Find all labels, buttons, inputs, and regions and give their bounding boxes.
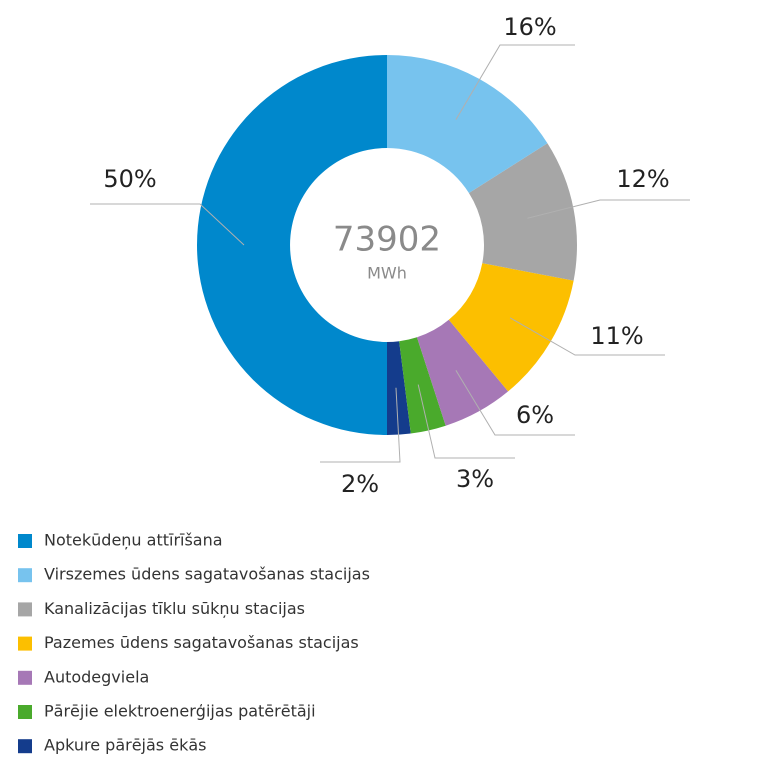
legend-label: Virszemes ūdens sagatavošanas stacijas — [44, 565, 370, 584]
legend-label: Pazemes ūdens sagatavošanas stacijas — [44, 633, 359, 652]
donut-slice — [387, 55, 548, 194]
data-label: 11% — [590, 322, 643, 350]
data-label: 12% — [616, 165, 669, 193]
data-label: 2% — [341, 470, 379, 498]
legend-label: Kanalizācijas tīklu sūkņu stacijas — [44, 599, 305, 618]
data-label: 3% — [456, 465, 494, 493]
data-label: 16% — [503, 13, 556, 41]
donut-slice — [387, 341, 411, 435]
legend-swatch — [18, 739, 32, 754]
legend-swatch — [18, 534, 32, 548]
legend-swatch — [18, 602, 32, 617]
donut-slice — [416, 319, 509, 426]
legend-label: Notekūdeņu attīrīšana — [44, 531, 223, 550]
legend-label: Autodegviela — [44, 667, 149, 686]
leader-line — [417, 384, 515, 459]
leader-line — [509, 317, 665, 356]
donut-slice — [468, 143, 577, 281]
leader-line — [527, 199, 690, 219]
donut-slice — [399, 337, 446, 434]
legend-label: Apkure pārējās ēkās — [44, 736, 206, 755]
leader-line — [320, 387, 401, 463]
donut-slice — [197, 55, 387, 435]
legend-swatch — [18, 670, 32, 685]
leader-line — [455, 44, 575, 120]
legend-label: Pārējie elektroenerģijas patērētāji — [44, 702, 316, 721]
legend-swatch — [18, 705, 32, 719]
leader-line — [455, 370, 575, 436]
center-value: 73902 — [333, 220, 441, 260]
data-label: 50% — [103, 165, 156, 193]
leader-line — [90, 203, 245, 246]
legend-swatch — [18, 636, 32, 651]
data-label: 6% — [516, 401, 554, 429]
legend-swatch — [18, 568, 32, 583]
center-unit: MWh — [367, 264, 407, 283]
donut-slice — [448, 263, 574, 392]
